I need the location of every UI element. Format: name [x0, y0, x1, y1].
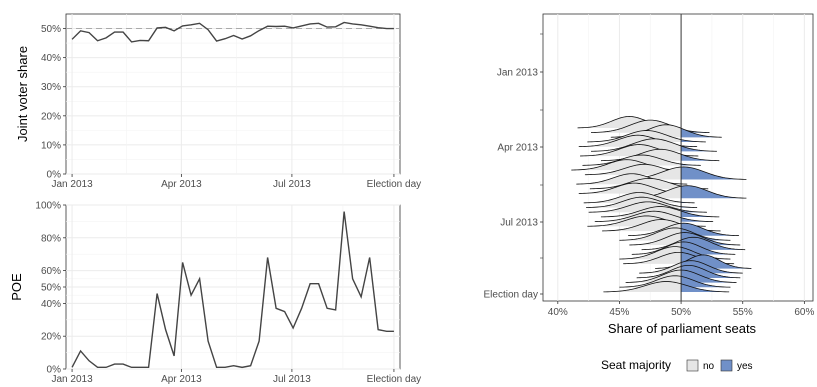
ridge-no-fill [602, 219, 682, 232]
ridge-outline [600, 206, 720, 218]
ridge-yes-fill [681, 211, 720, 218]
seat-share-y-tick-label: Jul 2013 [500, 218, 538, 229]
joint-voter-share-y-tick-label: 0% [47, 170, 62, 181]
poe-y-ticks: 0% 20% 40% 50% 60% 80% 100% [35, 201, 66, 376]
ridge-outline [628, 222, 740, 237]
ridge-no-fill [628, 186, 682, 199]
poe-x-tick-label: Jul 2013 [273, 374, 311, 385]
poe-x-tick-label: Apr 2013 [161, 374, 202, 385]
joint-voter-share-y-ticks: 0% 10% 20% 30% 40% 50% [41, 24, 66, 181]
seat-share-x-ticks: 40% 45% 50% 55% 60% [548, 301, 814, 318]
seat-share-x-tick-label: 50% [671, 307, 691, 318]
joint-voter-share-x-tick-label: Jul 2013 [273, 179, 311, 190]
ridge-yes-fill [681, 139, 706, 143]
ridge-outline [583, 192, 695, 204]
ridge-yes-fill [681, 283, 730, 292]
ridge-yes-fill [681, 241, 736, 255]
seat-share-x-tick-label: 45% [609, 307, 629, 318]
joint-voter-share-y-tick-label: 40% [41, 53, 61, 64]
ridge-outline [639, 260, 743, 274]
ridge-outline [591, 138, 717, 152]
ridge-outline [629, 232, 741, 246]
ridge-outline [619, 227, 731, 241]
ridge-no-fill [584, 164, 682, 175]
poe-y-tick-label: 40% [41, 299, 61, 310]
poe-y-tick-label: 80% [41, 233, 61, 244]
seat-share-y-ticks: Jan 2013 Apr 2013 Jul 2013 Election day [484, 33, 543, 301]
legend-no-swatch [686, 359, 699, 372]
ridge-no-fill [620, 167, 682, 180]
ridge-outline [631, 241, 736, 255]
joint-voter-share-plot-area [65, 13, 401, 175]
joint-voter-share-panel: 0% 10% 20% 30% 40% 50% Jan 2013 Apr 2013 Jul 20… [15, 13, 421, 190]
seat-share-ridges [571, 116, 752, 293]
joint-voter-share-y-tick-label: 30% [41, 82, 61, 93]
seat-share-y-tick-label: Jan 2013 [497, 68, 539, 79]
ridge-yes-fill [681, 209, 707, 213]
poe-line [71, 211, 394, 369]
ridge-outline [636, 264, 741, 279]
poe-y-tick-label: 50% [41, 283, 61, 294]
ridge-no-fill [623, 252, 682, 264]
legend-yes-label: yes [737, 361, 753, 372]
ridge-yes-fill [681, 223, 740, 236]
seat-share-x-axis-title: Share of parliament seats [608, 321, 757, 336]
legend-no-label: no [703, 361, 715, 372]
poe-x-ticks: Jan 2013 Apr 2013 Jul 2013 Election day [51, 369, 421, 385]
seat-share-x-tick-label: 40% [548, 307, 568, 318]
ridge-yes-fill [681, 145, 698, 147]
ridge-outline [641, 236, 746, 251]
seat-share-y-tick-label: Election day [484, 290, 538, 301]
joint-voter-share-y-tick-label: 20% [41, 111, 61, 122]
joint-voter-share-x-tick-label: Jan 2013 [51, 179, 93, 190]
ridge-outline [619, 275, 731, 288]
seat-share-x-tick-label: 55% [733, 307, 753, 318]
poe-y-tick-label: 0% [47, 365, 62, 376]
joint-voter-share-x-tick-label: Election day [367, 179, 421, 190]
seat-share-y-tick-label: Apr 2013 [497, 143, 538, 154]
poe-y-axis-title: POE [9, 273, 24, 301]
ridge-yes-fill [681, 217, 714, 222]
ridge-yes-fill [681, 166, 747, 180]
joint-voter-share-y-tick-label: 50% [41, 24, 61, 35]
ridge-yes-fill [681, 185, 747, 199]
seat-majority-legend: Seat majority no yes [601, 358, 753, 372]
legend-yes-swatch [720, 359, 733, 372]
joint-voter-share-x-ticks: Jan 2013 Apr 2013 Jul 2013 Election day [51, 174, 421, 190]
joint-voter-share-line [71, 21, 394, 43]
ridge-outline [594, 210, 714, 222]
ridge-outline [603, 281, 730, 293]
ridge-outline [586, 196, 698, 208]
joint-voter-share-y-tick-label: 10% [41, 140, 61, 151]
ridge-no-fill [619, 227, 682, 241]
ridge-yes-fill [681, 128, 722, 138]
ridge-yes-fill [681, 276, 731, 288]
poe-x-tick-label: Jan 2013 [51, 374, 93, 385]
poe-y-tick-label: 100% [35, 201, 61, 212]
ridge [603, 281, 730, 293]
poe-x-tick-label: Election day [367, 374, 421, 385]
ridge-no-fill [629, 232, 682, 246]
poe-y-tick-label: 60% [41, 266, 61, 277]
ridge-outline [587, 130, 706, 143]
seat-share-ridgeline-panel: Jan 2013 Apr 2013 Jul 2013 Election day 40%… [484, 13, 814, 372]
ridge-yes-fill [681, 145, 717, 152]
poe-gridlines [66, 204, 400, 370]
ridge-yes-fill [681, 164, 701, 166]
poe-y-tick-label: 20% [41, 332, 61, 343]
joint-voter-share-x-tick-label: Apr 2013 [161, 179, 202, 190]
seat-share-x-tick-label: 60% [794, 307, 814, 318]
ridge-outline [591, 119, 710, 133]
ridge-outline [588, 201, 707, 213]
legend-title: Seat majority [601, 358, 671, 372]
ridge-yes-fill [681, 154, 720, 161]
joint-voter-share-y-axis-title: Joint voter share [15, 46, 30, 142]
poe-panel: 0% 20% 40% 50% 60% 80% 100% Jan 2013 Apr 2013 Ju… [9, 201, 421, 386]
